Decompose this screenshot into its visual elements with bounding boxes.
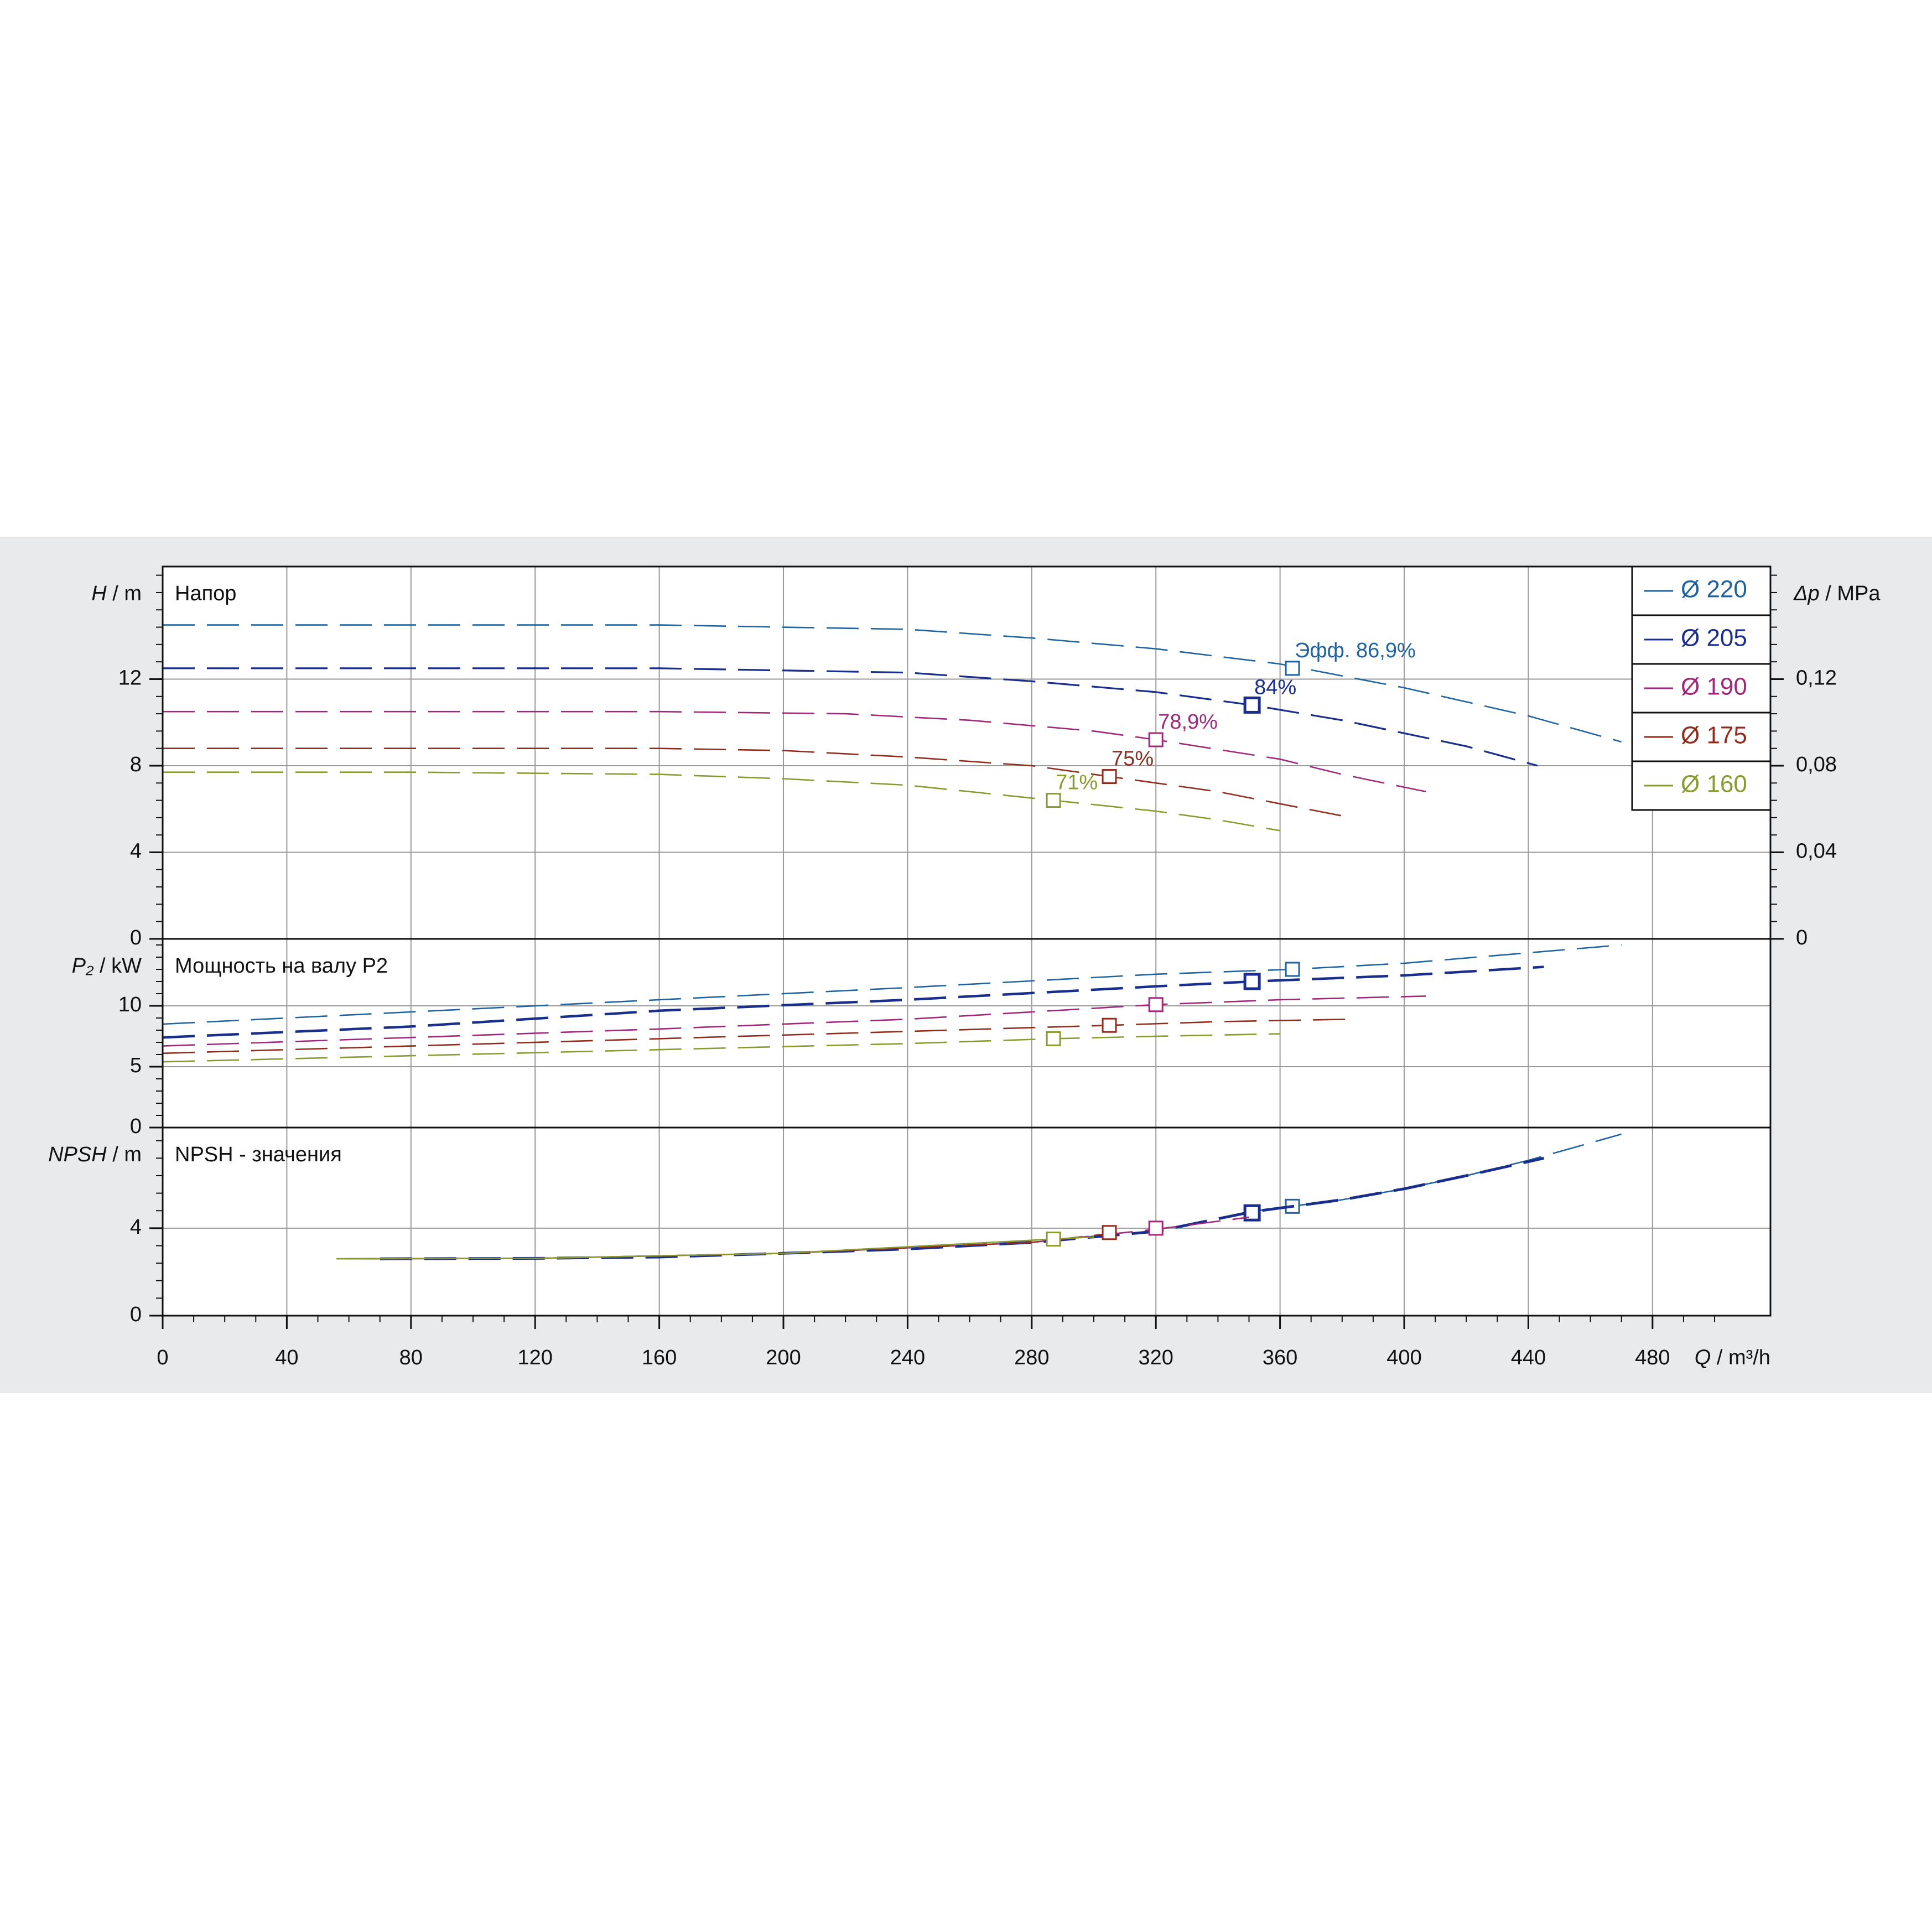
y2-tick-label: 0 <box>1796 926 1808 949</box>
x-tick-label: 360 <box>1263 1346 1297 1369</box>
power-series-line-0 <box>162 944 1622 1025</box>
head-efficiency-label: 71% <box>1056 771 1098 794</box>
head-y-tick-label: 4 <box>130 840 142 863</box>
head-y-tick-label: 8 <box>130 753 142 776</box>
npsh-series-line-4 <box>336 1236 1094 1260</box>
head-efficiency-label: 84% <box>1254 676 1296 699</box>
npsh-y-tick-label: 4 <box>130 1216 142 1239</box>
pump-performance-chart: 0 4 8 12 Напор H / m 0 5 10 Мощность на валу P2 P₂… <box>48 565 1881 1369</box>
head-y-tick-label: 0 <box>130 926 142 949</box>
head-series-line-3 <box>163 747 1352 819</box>
power-operating-point-marker <box>1102 1017 1117 1033</box>
power-operating-point-marker <box>1148 997 1164 1012</box>
x-tick-label: 200 <box>766 1346 801 1369</box>
x-tick-label: 120 <box>518 1346 553 1369</box>
npsh-y-axis-label: NPSH / m <box>48 1143 142 1166</box>
power-operating-point-marker <box>1243 973 1261 990</box>
x-tick-label: 160 <box>642 1346 677 1369</box>
head-pane-title: Напор <box>175 582 236 605</box>
power-series-line-2 <box>162 995 1426 1047</box>
legend-label: Ø 190 <box>1681 673 1747 700</box>
power-series-line-3 <box>162 1018 1352 1055</box>
head-operating-point-marker <box>1285 661 1300 676</box>
head-y-axis-label: H / m <box>91 582 142 605</box>
power-y-tick-label: 10 <box>118 993 142 1016</box>
power-operating-point-marker <box>1285 962 1300 977</box>
power-operating-point-marker <box>1046 1031 1061 1046</box>
npsh-y-tick-label: 0 <box>130 1303 142 1326</box>
x-tick-label: 240 <box>890 1346 925 1369</box>
x-tick-label: 440 <box>1511 1346 1546 1369</box>
plot-frame <box>162 565 1772 1317</box>
x-axis-label: Q / m³/h <box>1695 1346 1770 1369</box>
head-efficiency-label: 75% <box>1112 747 1154 771</box>
legend-label: Ø 205 <box>1681 625 1747 652</box>
npsh-operating-point-marker <box>1046 1232 1061 1247</box>
y2-tick-label: 0,12 <box>1796 666 1837 689</box>
head-operating-point-marker <box>1046 793 1061 808</box>
head-series-line-2 <box>163 710 1426 793</box>
power-y-tick-label: 5 <box>130 1054 142 1077</box>
plot-area <box>163 567 1770 1316</box>
power-y-tick-label: 0 <box>130 1115 142 1138</box>
head-efficiency-label: 78,9% <box>1158 710 1218 734</box>
legend-label: Ø 175 <box>1681 722 1747 749</box>
npsh-operating-point-marker <box>1148 1221 1164 1236</box>
head-series-line-4 <box>163 771 1280 832</box>
chart-panel: 0 4 8 12 Напор H / m 0 5 10 Мощность на валу P2 P₂… <box>0 537 1932 1393</box>
y2-axis-label: Δp / MPa <box>1793 582 1881 605</box>
head-operating-point-marker <box>1148 732 1164 747</box>
head-operating-point-marker <box>1243 696 1261 714</box>
power-y-axis-label: P₂ / kW <box>72 954 142 978</box>
legend-label: Ø 160 <box>1681 771 1747 798</box>
head-operating-point-marker <box>1102 769 1117 785</box>
npsh-pane-title: NPSH - значения <box>175 1143 342 1166</box>
x-tick-label: 320 <box>1139 1346 1173 1369</box>
npsh-series-line-0 <box>1249 1133 1622 1213</box>
x-tick-label: 80 <box>399 1346 423 1369</box>
head-y-tick-label: 12 <box>118 666 142 689</box>
x-tick-label: 0 <box>157 1346 168 1369</box>
power-pane-title: Мощность на валу P2 <box>175 954 388 978</box>
power-series-line-4 <box>162 1033 1280 1063</box>
head-efficiency-label: Эфф. 86,9% <box>1295 639 1416 662</box>
npsh-operating-point-marker <box>1102 1225 1117 1240</box>
x-tick-label: 400 <box>1386 1346 1421 1369</box>
x-tick-label: 480 <box>1635 1346 1670 1369</box>
x-tick-label: 40 <box>275 1346 298 1369</box>
power-series-line-1 <box>162 965 1544 1039</box>
y2-tick-label: 0,08 <box>1796 753 1837 776</box>
y2-tick-label: 0,04 <box>1796 840 1837 863</box>
x-tick-label: 280 <box>1014 1346 1049 1369</box>
head-series-line-1 <box>163 667 1538 767</box>
legend-label: Ø 220 <box>1681 576 1747 603</box>
head-series-line-0 <box>163 624 1622 743</box>
